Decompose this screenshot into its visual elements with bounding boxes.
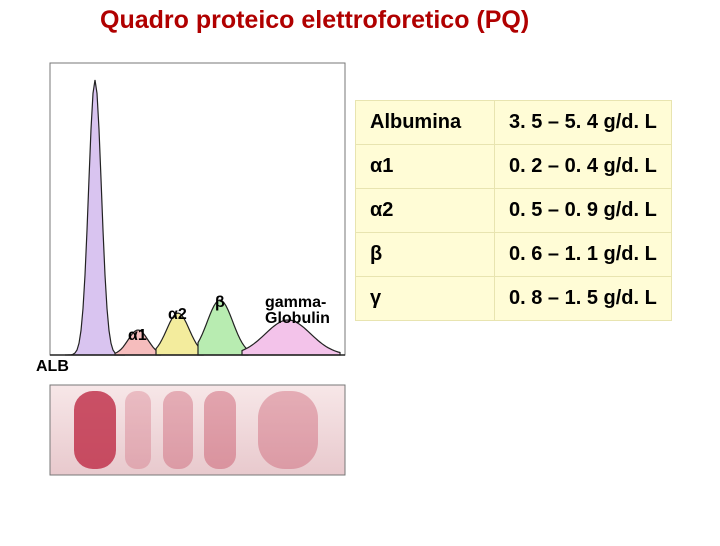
- gel-band: [204, 391, 236, 469]
- table-row: α10. 2 – 0. 4 g/d. L: [356, 145, 672, 189]
- peak-label: α2: [168, 306, 187, 323]
- peak-label: gamma-: [265, 294, 326, 311]
- page-title: Quadro proteico elettroforetico (PQ): [100, 6, 720, 35]
- gel-band: [125, 391, 151, 469]
- peak-label: β: [215, 294, 225, 311]
- reference-range-table: Albumina3. 5 – 5. 4 g/d. Lα10. 2 – 0. 4 …: [355, 100, 672, 321]
- gel-band: [74, 391, 116, 469]
- table-row: Albumina3. 5 – 5. 4 g/d. L: [356, 101, 672, 145]
- peak: [65, 80, 125, 355]
- peak-label: Globulin: [265, 310, 330, 327]
- peak-label: ALB: [36, 358, 69, 375]
- peak-label: α1: [128, 327, 147, 344]
- table-row: α20. 5 – 0. 9 g/d. L: [356, 189, 672, 233]
- table-row: γ0. 8 – 1. 5 g/d. L: [356, 277, 672, 321]
- gel-band: [258, 391, 318, 469]
- table-row: β0. 6 – 1. 1 g/d. L: [356, 233, 672, 277]
- electrophoresis-chart: ALB α1 α2 β gamma-Globulin: [10, 55, 350, 505]
- gel-band: [163, 391, 193, 469]
